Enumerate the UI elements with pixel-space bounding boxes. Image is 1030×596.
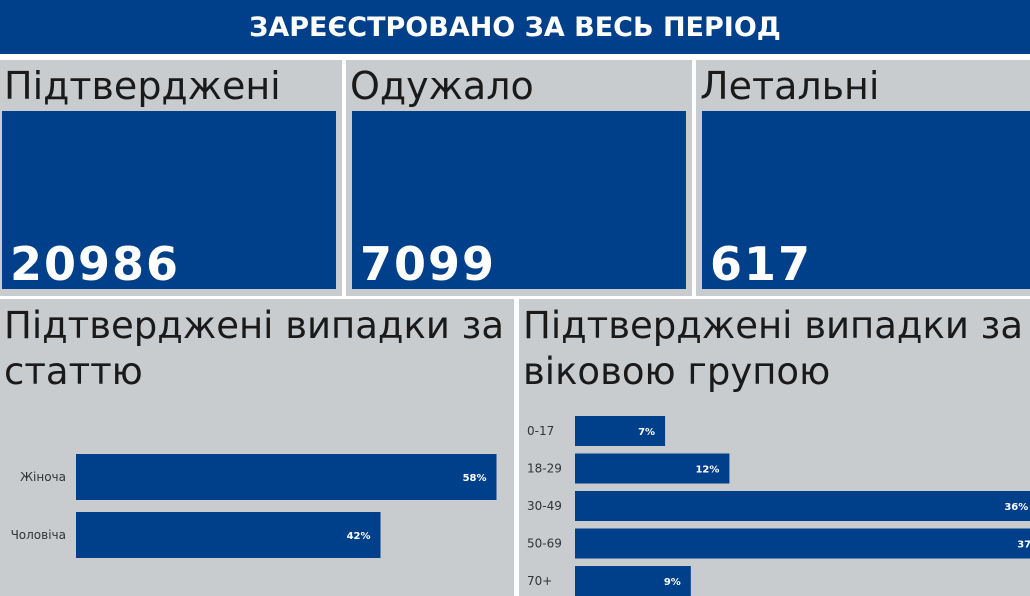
gender-bar — [76, 454, 497, 500]
gender-data-label: 58% — [463, 473, 487, 484]
age-chart-title: Підтверджені випадки за віковою групою — [523, 304, 1024, 393]
stat-card-deaths: 617 — [702, 111, 1030, 291]
age-bar — [575, 416, 666, 446]
age-bar — [575, 528, 1030, 559]
page-title: ЗАРЕЄСТРОВАНО ЗА ВЕСЬ ПЕРІОД — [249, 11, 781, 43]
age-bar — [575, 453, 730, 484]
age-data-label: 9% — [664, 577, 681, 588]
stat-panel-recovered: Одужало 7099 — [346, 60, 692, 296]
gender-chart-title: Підтверджені випадки за статтю — [4, 304, 505, 393]
age-bar — [575, 566, 691, 596]
age-category-label: 0-17 — [527, 424, 554, 438]
stat-label-confirmed: Підтверджені — [4, 64, 281, 108]
age-category-label: 18-29 — [527, 462, 562, 476]
page-header: ЗАРЕЄСТРОВАНО ЗА ВЕСЬ ПЕРІОД — [0, 0, 1030, 54]
gender-chart-panel: Підтверджені випадки за статтю Жіноча 58%… — [0, 299, 514, 596]
stat-panel-confirmed: Підтверджені 20986 — [0, 60, 342, 296]
age-chart: 0-17 7% 18-29 12% 30-49 36% 50-69 37% 70+ 9% — [527, 416, 1030, 596]
age-data-label: 36% — [1004, 502, 1028, 513]
gender-chart: Жіноча 58% Чоловіча 42% — [11, 454, 497, 558]
stat-card-recovered: 7099 — [352, 111, 686, 291]
age-data-label: 7% — [638, 427, 655, 438]
gender-bar — [76, 512, 381, 558]
age-chart-panel: Підтверджені випадки за віковою групою 0… — [519, 299, 1030, 596]
stat-value-deaths: 617 — [710, 237, 813, 291]
age-bar — [575, 491, 1030, 521]
stat-panel-deaths: Летальні 617 — [696, 60, 1030, 296]
age-data-label: 12% — [695, 465, 719, 476]
gender-category-label: Жіноча — [20, 470, 66, 484]
gender-data-label: 42% — [347, 531, 371, 542]
age-category-label: 70+ — [527, 574, 552, 588]
gender-category-label: Чоловіча — [11, 528, 66, 542]
stat-label-deaths: Летальні — [700, 64, 880, 108]
age-category-label: 30-49 — [527, 499, 562, 513]
stat-card-confirmed: 20986 — [2, 111, 336, 291]
age-data-label: 37% — [1017, 540, 1030, 551]
stat-value-confirmed: 20986 — [10, 237, 181, 291]
stat-label-recovered: Одужало — [350, 64, 534, 108]
stat-value-recovered: 7099 — [360, 237, 497, 291]
age-category-label: 50-69 — [527, 537, 562, 551]
